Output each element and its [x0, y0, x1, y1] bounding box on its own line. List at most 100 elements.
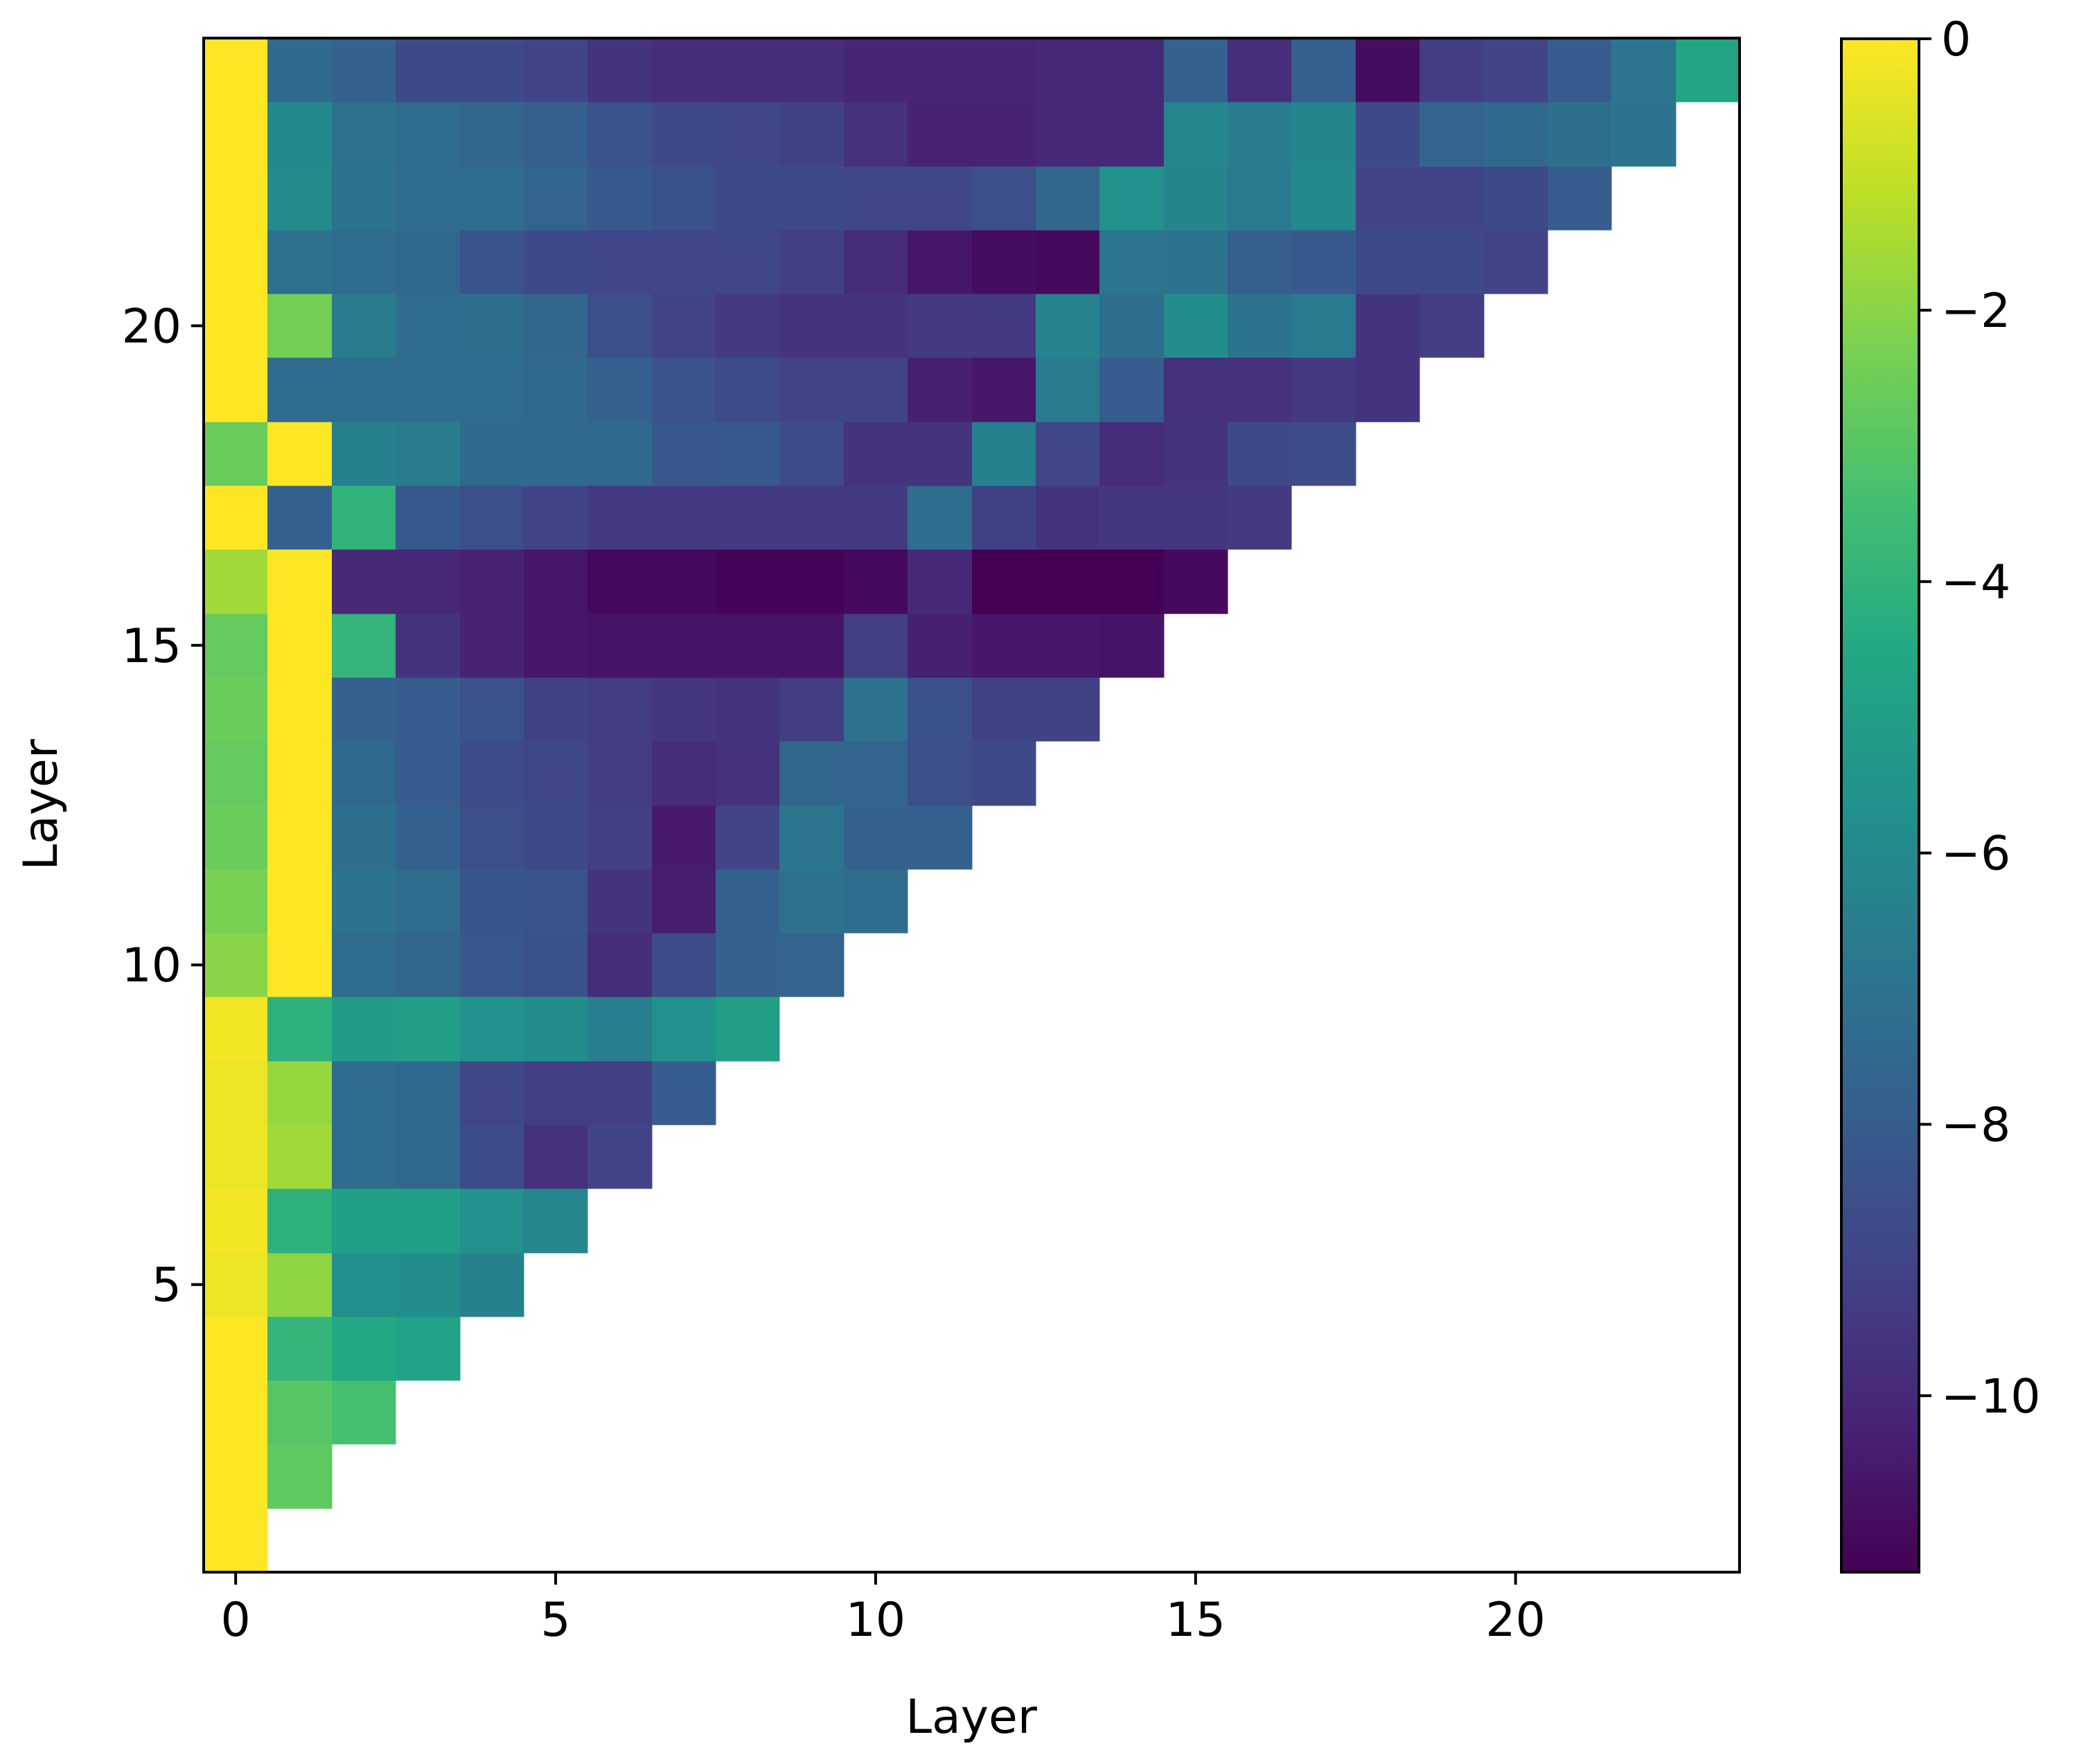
heatmap-cell [524, 422, 588, 486]
heatmap-cell [204, 549, 268, 614]
heatmap-cell [1164, 549, 1228, 614]
heatmap-cell [779, 614, 844, 678]
heatmap-cell [267, 1380, 333, 1445]
colorbar-tick-label: 0 [1941, 12, 1971, 67]
heatmap-cell [1419, 38, 1485, 103]
heatmap-cell [716, 357, 780, 422]
heatmap-cell [652, 230, 716, 294]
heatmap-cell [204, 38, 268, 103]
heatmap-cell [1036, 166, 1100, 231]
x-tick-label: 5 [540, 1593, 570, 1648]
heatmap-cell [587, 357, 653, 422]
heatmap-cell [460, 485, 524, 550]
heatmap-cell [908, 485, 973, 550]
heatmap-cells [204, 38, 1740, 1573]
heatmap-cell [972, 38, 1036, 103]
heatmap-cell [267, 677, 333, 742]
heatmap-cell [587, 933, 653, 997]
heatmap-cell [1099, 485, 1165, 550]
heatmap-cell [332, 294, 396, 358]
heatmap-cell [779, 38, 844, 103]
heatmap-cell [716, 805, 780, 870]
heatmap-cell [1548, 166, 1612, 231]
heatmap-cell [1164, 166, 1228, 231]
heatmap-cell [844, 805, 908, 870]
heatmap-cell [524, 230, 588, 294]
heatmap-cell [652, 614, 716, 678]
heatmap-cell [204, 1188, 268, 1254]
colorbar-tick-label: −8 [1941, 1098, 2010, 1152]
heatmap-cell [396, 1253, 461, 1317]
x-tick-label: 10 [846, 1593, 906, 1648]
heatmap-cell [1484, 102, 1548, 167]
y-tick-label: 5 [152, 1258, 182, 1313]
heatmap-cell [524, 294, 588, 358]
plot-frame [202, 37, 1741, 1574]
heatmap-cell [908, 357, 973, 422]
heatmap-cell [779, 677, 844, 742]
heatmap-cell [396, 102, 461, 167]
heatmap-cell [779, 102, 844, 167]
heatmap-cell [716, 741, 780, 806]
heatmap-cell [1419, 294, 1485, 358]
heatmap-cell [332, 614, 396, 678]
heatmap-cell [716, 869, 780, 934]
heatmap-cell [1419, 102, 1485, 167]
heatmap-cell [460, 1188, 524, 1254]
colorbar-tick-label: −2 [1941, 284, 2010, 339]
heatmap-cell [396, 805, 461, 870]
heatmap-cell [652, 166, 716, 231]
heatmap-cell [972, 614, 1036, 678]
heatmap-cell [652, 357, 716, 422]
heatmap-cell [652, 1061, 716, 1125]
heatmap-cell [460, 869, 524, 934]
heatmap-cell [1419, 166, 1485, 231]
heatmap-cell [587, 102, 653, 167]
heatmap-cell [204, 1444, 268, 1509]
heatmap-cell [396, 485, 461, 550]
heatmap-cell [524, 614, 588, 678]
heatmap-cell [1228, 294, 1292, 358]
heatmap-cell [204, 1253, 268, 1317]
heatmap-cell [1036, 422, 1100, 486]
heatmap-cell [267, 997, 333, 1062]
heatmap-cell [396, 869, 461, 934]
heatmap-cell [1291, 38, 1356, 103]
heatmap-cell [460, 997, 524, 1062]
heatmap-cell [204, 869, 268, 934]
heatmap-cell [779, 230, 844, 294]
heatmap-cell [779, 805, 844, 870]
heatmap-cell [1356, 38, 1420, 103]
heatmap-cell [1484, 230, 1548, 294]
heatmap-cell [779, 549, 844, 614]
heatmap-cell [1099, 294, 1165, 358]
heatmap-cell [332, 38, 396, 103]
heatmap-cell [332, 357, 396, 422]
heatmap-cell [908, 230, 973, 294]
x-tick-label: 15 [1166, 1593, 1226, 1648]
heatmap-cell [1228, 485, 1292, 550]
heatmap-cell [267, 1444, 333, 1509]
heatmap-cell [396, 1317, 461, 1381]
heatmap-cell [204, 422, 268, 486]
heatmap-cell [779, 869, 844, 934]
heatmap-cell [779, 933, 844, 997]
heatmap-cell [524, 805, 588, 870]
heatmap-cell [652, 677, 716, 742]
heatmap-cell [204, 933, 268, 997]
y-tick-label: 20 [121, 299, 182, 354]
heatmap-cell [587, 1061, 653, 1125]
heatmap-cell [460, 549, 524, 614]
heatmap-cell [396, 166, 461, 231]
heatmap-cell [396, 614, 461, 678]
heatmap-cell [844, 741, 908, 806]
heatmap-cell [844, 549, 908, 614]
heatmap-cell [972, 294, 1036, 358]
heatmap-cell [204, 357, 268, 422]
heatmap-cell [844, 294, 908, 358]
heatmap-cell [332, 1317, 396, 1381]
heatmap-cell [267, 422, 333, 486]
heatmap-cell [587, 549, 653, 614]
heatmap-cell [204, 1125, 268, 1189]
heatmap-cell [267, 805, 333, 870]
